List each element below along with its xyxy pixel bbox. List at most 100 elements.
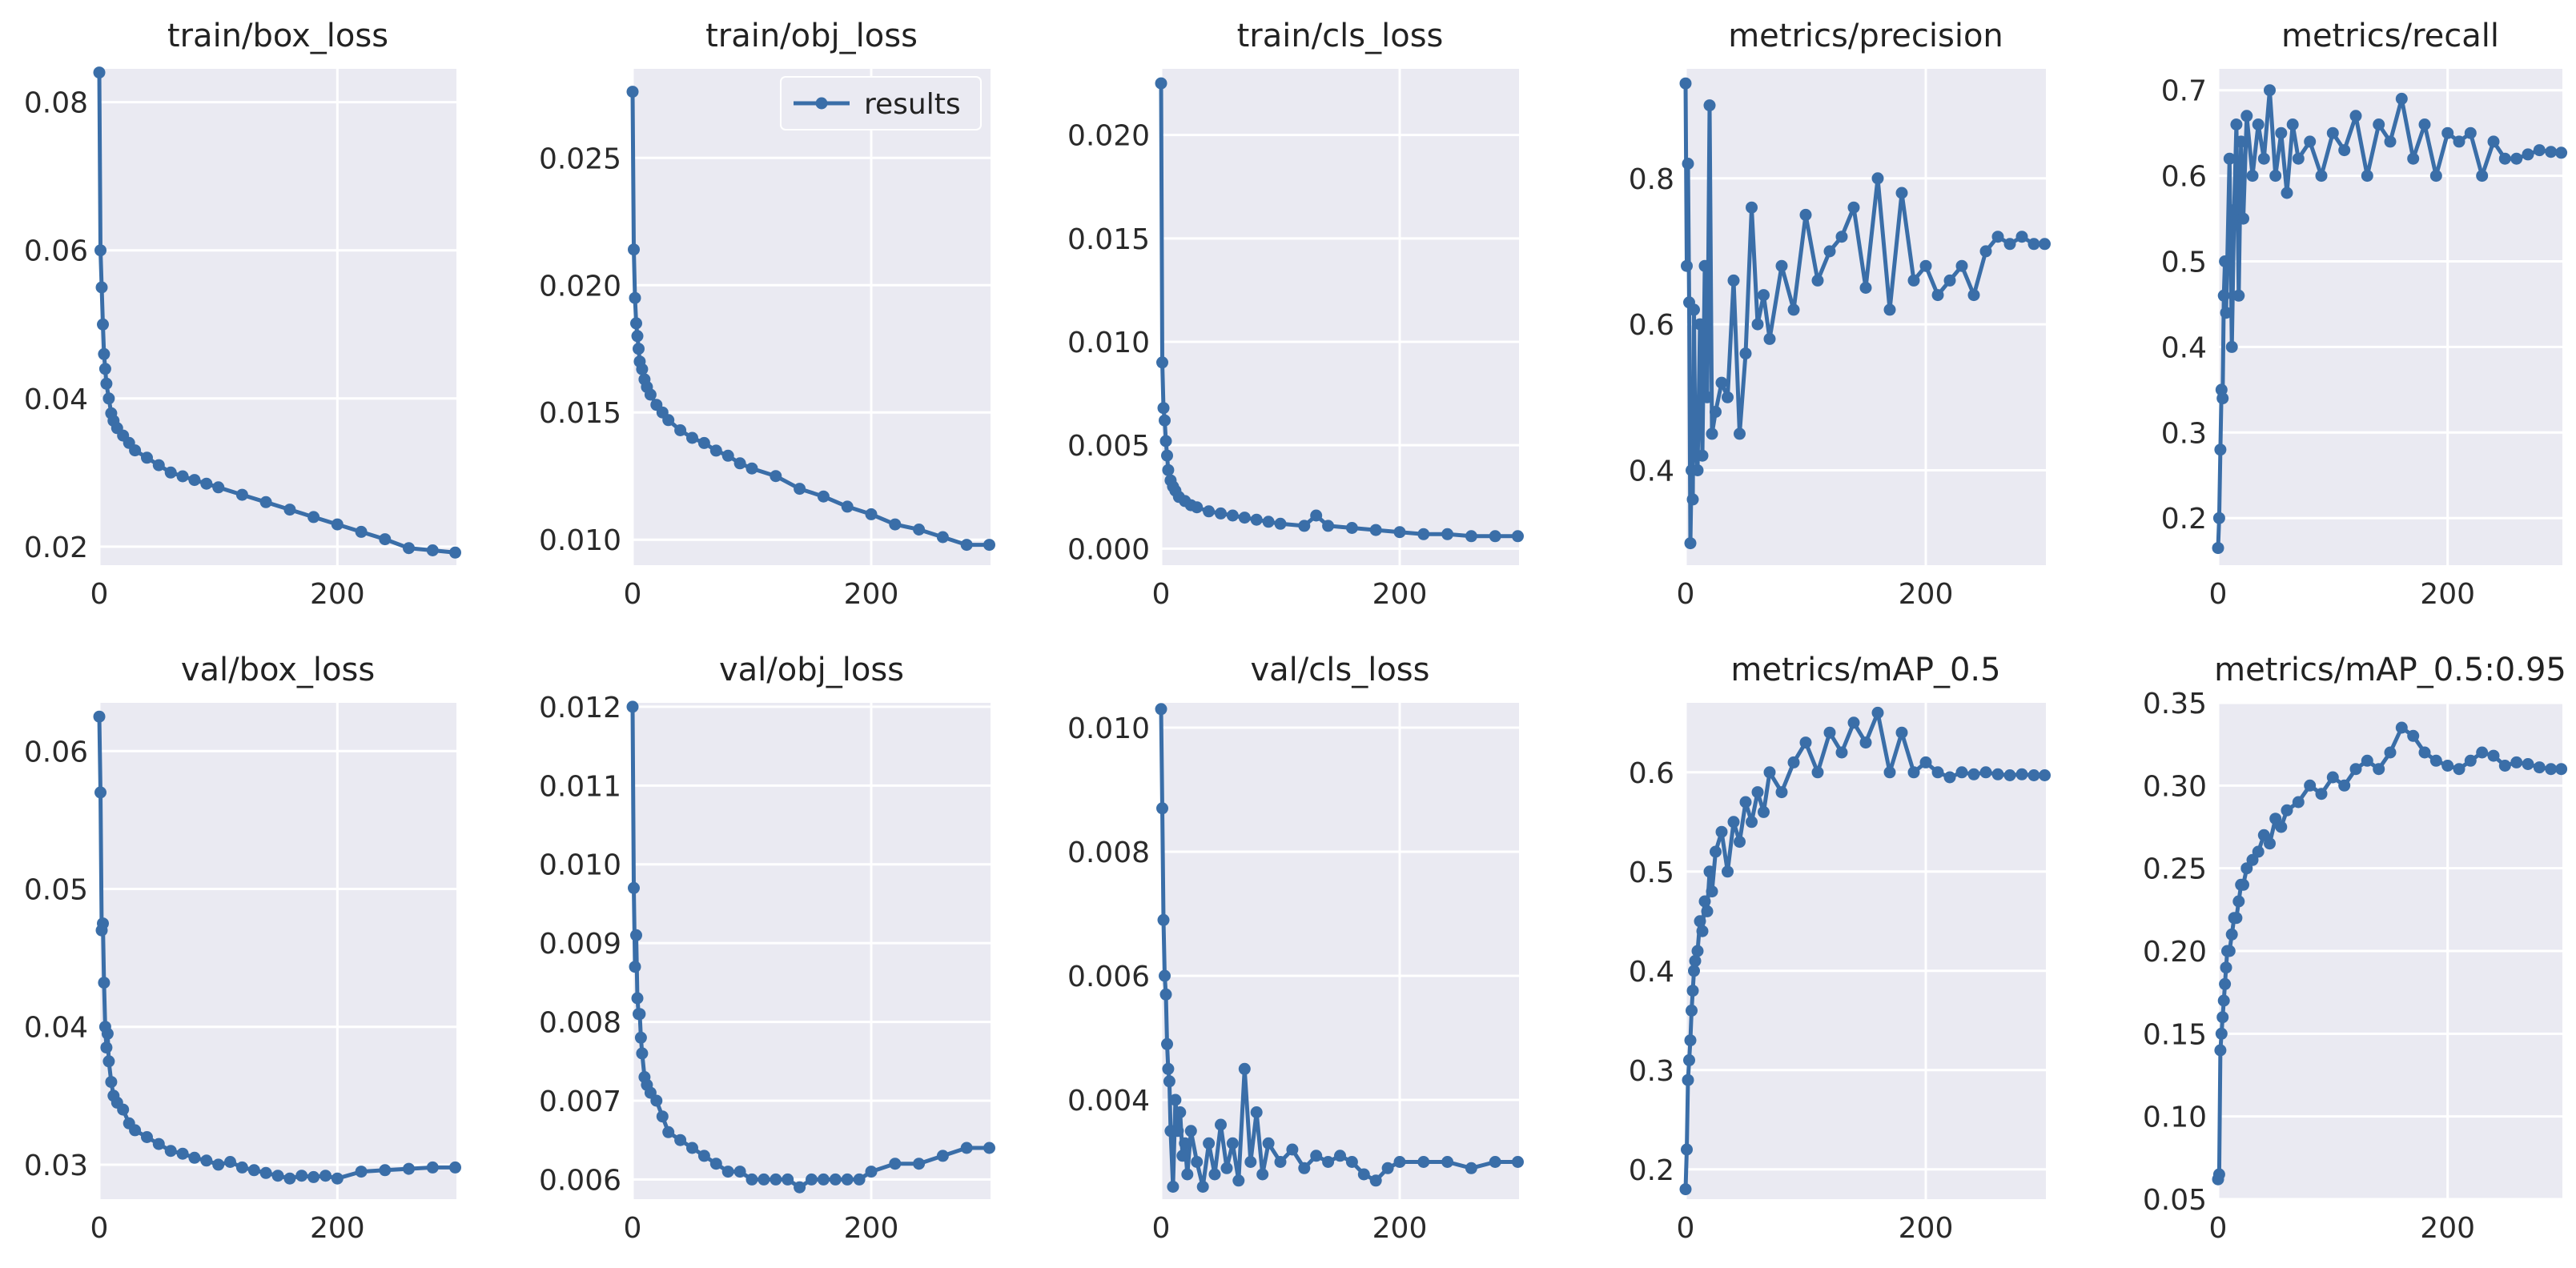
data-point (2275, 821, 2288, 833)
y-tick-label: 0.08 (24, 87, 88, 120)
data-point (656, 1110, 669, 1123)
y-tick-label: 0.30 (2143, 770, 2207, 803)
panel-title: train/obj_loss (705, 18, 918, 54)
data-point (1163, 1075, 1175, 1088)
data-point (1489, 530, 1501, 543)
x-tick-label: 0 (2209, 578, 2228, 611)
data-point (2384, 135, 2397, 148)
data-point (1694, 318, 1706, 331)
y-tick-label: 0.7 (2161, 75, 2207, 108)
data-point (2315, 170, 2328, 183)
data-point (1181, 1168, 1194, 1181)
data-point (2304, 779, 2317, 792)
data-point (1489, 1156, 1501, 1168)
data-point (650, 1094, 663, 1107)
data-point (1681, 259, 1693, 272)
data-point (634, 1031, 647, 1044)
data-point (2373, 763, 2385, 776)
panel-metrics-map-0-5-0-95: 0 200 0.05 0.10 0.15 0.20 0.25 0.30 0.35metrics/… (2143, 652, 2568, 1245)
data-point (2498, 152, 2511, 165)
data-point (1734, 836, 1746, 849)
data-point (745, 1173, 758, 1186)
panel-title: val/cls_loss (1251, 652, 1430, 688)
data-point (2292, 796, 2305, 809)
data-point (1159, 969, 1171, 982)
panel-train-cls-loss: 0 200 0.000 0.005 0.010 0.015 0.020 train/cls_l… (1067, 18, 1524, 611)
data-point (403, 1162, 415, 1175)
y-tick-label: 0.005 (1067, 430, 1150, 463)
data-point (1979, 766, 1992, 779)
data-point (1895, 726, 1908, 739)
data-point (745, 462, 758, 475)
data-point (865, 1166, 878, 1178)
data-point (1955, 259, 1968, 272)
panel-train-box-loss-background (99, 69, 456, 565)
data-point (662, 1126, 675, 1138)
panel-title: train/box_loss (167, 18, 388, 54)
data-point (1215, 1118, 1227, 1131)
data-point (2217, 994, 2230, 1007)
legend-box (780, 76, 982, 130)
x-tick-label: 200 (310, 1212, 365, 1245)
y-tick-label: 0.009 (539, 928, 621, 961)
data-point (355, 1166, 368, 1178)
y-tick-label: 0.5 (2161, 247, 2207, 279)
data-point (1689, 954, 1702, 967)
data-point (1357, 1168, 1370, 1181)
data-point (709, 444, 722, 457)
data-point (2361, 754, 2373, 767)
data-point (2252, 118, 2265, 130)
y-tick-label: 0.06 (24, 235, 88, 268)
data-point (1694, 915, 1706, 928)
data-point (2555, 763, 2568, 776)
data-point (1907, 274, 1920, 287)
data-point (829, 1173, 842, 1186)
data-point (331, 518, 344, 531)
data-point (636, 1047, 649, 1060)
y-tick-label: 0.025 (539, 142, 621, 175)
data-point (1232, 1174, 1245, 1187)
data-point (164, 466, 177, 479)
data-point (1706, 885, 1718, 898)
data-point (307, 511, 320, 524)
data-point (2232, 289, 2245, 302)
data-point (629, 291, 641, 304)
data-point (2510, 756, 2523, 768)
data-point (1215, 507, 1227, 520)
data-point (1167, 1181, 1179, 1193)
data-point (2441, 760, 2454, 772)
data-point (662, 414, 675, 427)
x-tick-label: 200 (1372, 578, 1428, 611)
data-point (2230, 118, 2243, 130)
data-point (1393, 526, 1406, 539)
data-point (2219, 977, 2232, 990)
y-tick-label: 0.8 (1629, 163, 1674, 196)
data-point (1775, 786, 1788, 799)
data-point (1919, 756, 1932, 768)
data-point (1931, 766, 1944, 779)
data-point (1696, 449, 1709, 462)
data-point (1157, 402, 1170, 415)
data-point (1262, 516, 1275, 528)
panel-val-obj-loss-background (633, 703, 991, 1199)
y-tick-label: 0.02 (24, 532, 88, 564)
data-point (1226, 509, 1239, 522)
data-point (2039, 769, 2051, 781)
data-point (2215, 1027, 2228, 1040)
y-tick-label: 0.15 (2143, 1018, 2207, 1051)
data-point (2223, 152, 2236, 165)
data-point (1871, 706, 1884, 719)
y-tick-label: 0.010 (1067, 712, 1150, 745)
data-point (2545, 146, 2558, 158)
y-tick-label: 0.03 (24, 1150, 88, 1182)
data-point (1967, 289, 1980, 302)
data-point (960, 1142, 973, 1154)
data-point (1274, 1156, 1287, 1168)
data-point (2246, 170, 2259, 183)
y-tick-label: 0.004 (1067, 1085, 1150, 1118)
data-point (2039, 238, 2051, 251)
data-point (1441, 528, 1454, 540)
data-point (1681, 1143, 1693, 1156)
data-point (2304, 135, 2317, 148)
y-tick-label: 0.04 (24, 1012, 88, 1045)
